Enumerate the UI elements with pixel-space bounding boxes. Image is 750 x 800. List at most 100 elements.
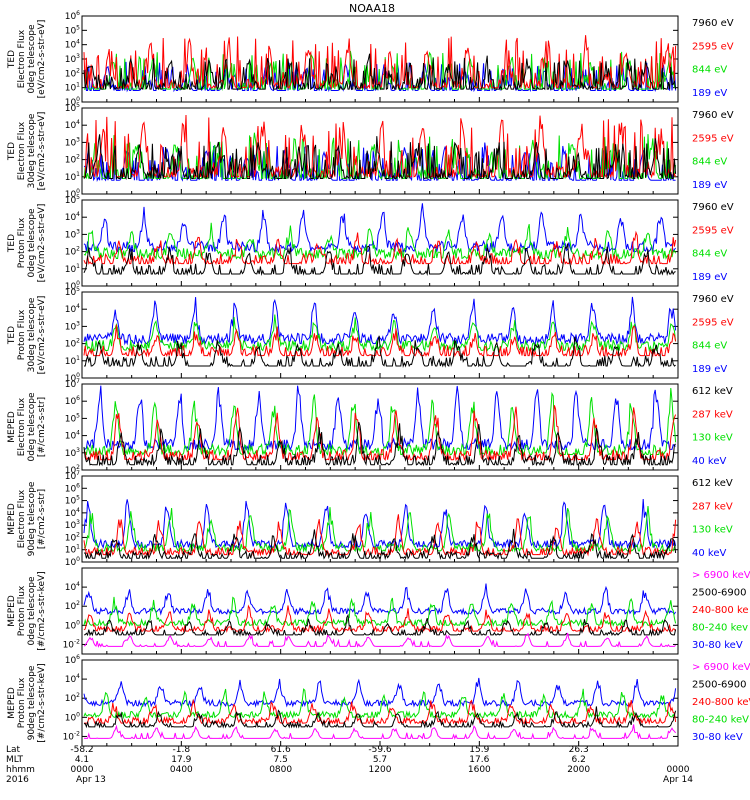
x-row-label: 2016 <box>6 775 29 785</box>
x-tick-label-lat: 61.6 <box>271 745 291 755</box>
y-tick-label: 107 <box>65 378 80 390</box>
y-axis-label-line: [#/cm2-s-str-keV] <box>37 663 47 742</box>
y-tick-label: 103 <box>65 228 80 240</box>
y-tick-label: 106 <box>65 654 80 666</box>
y-axis-label-line: MEPED <box>7 595 17 627</box>
x-tick-label-hhmm: 1200 <box>369 765 392 775</box>
y-axis-label: TED Proton Flux 0deg telescope [eV/cm2-s-st… <box>7 204 47 283</box>
series-line <box>83 387 677 457</box>
y-tick-label: 106 <box>65 482 80 494</box>
y-axis-label-line: Proton Flux <box>17 309 27 360</box>
y-tick-label: 102 <box>65 338 80 350</box>
y-tick-label: 102 <box>65 154 80 166</box>
x-tick-label-mlt: 17.6 <box>469 755 489 765</box>
legend-entry: 30-80 keV <box>692 732 743 743</box>
legend-entry: 189 eV <box>692 88 727 99</box>
y-tick-label: 104 <box>65 430 80 442</box>
chart-title: NOAA18 <box>349 2 395 15</box>
y-axis-label-line: TED <box>7 326 17 345</box>
y-axis-label-line: TED <box>7 142 17 161</box>
legend-entry: 844 eV <box>692 65 727 76</box>
series-traces <box>83 583 677 648</box>
y-axis-label-line: [#/cm2-s-str-keV] <box>37 571 47 650</box>
y-axis-label-line: 0deg telescope <box>27 24 37 94</box>
legend-entry: 7960 eV <box>692 110 734 121</box>
y-axis-label-line: [eV/cm2-s-str-eV] <box>37 20 47 99</box>
y-axis-label-line: 0deg telescope <box>27 392 37 462</box>
legend-entry: 40 keV <box>692 456 726 467</box>
x-tick-label-hhmm: 0800 <box>269 765 292 775</box>
x-tick-label-hhmm: 0000 <box>71 765 94 775</box>
y-axis-label-line: [#/cm2-s-str] <box>37 397 47 457</box>
legend-entry: 240-800 ke <box>692 605 749 616</box>
y-tick-label: 100 <box>65 96 80 108</box>
legend-entry: 844 eV <box>692 249 727 260</box>
y-tick-label: 105 <box>65 495 80 507</box>
y-axis-label-line: 0deg telescope <box>27 576 37 646</box>
x-tick-label-lat: -59.6 <box>368 745 392 755</box>
y-axis-label: MEPED Proton Flux 90deg telescope [#/cm2-s-… <box>7 663 47 742</box>
panel-4: 100 101 102 103 104 105 TED Proton Flux 30deg te… <box>7 286 734 384</box>
x-tick-label-date: Apr 13 <box>76 775 106 785</box>
series-line <box>83 134 677 181</box>
series-line <box>83 613 677 637</box>
y-tick-label: 100 <box>65 372 80 384</box>
y-tick-label: 102 <box>65 67 80 79</box>
series-line <box>83 583 677 616</box>
x-row-label: MLT <box>6 755 24 765</box>
y-axis-label: TED Electron Flux 30deg telescope [eV/cm2-s… <box>7 112 47 191</box>
y-tick-label: 101 <box>65 263 80 275</box>
y-tick-label: 106 <box>65 395 80 407</box>
y-tick-label: 106 <box>65 10 80 22</box>
legend-entry: 2595 eV <box>692 317 734 328</box>
legend-entry: 2500-6900 <box>692 588 747 599</box>
legend-entry: > 6900 keV <box>692 662 750 673</box>
y-tick-label: 105 <box>65 194 80 206</box>
series-traces <box>83 677 677 740</box>
series-traces <box>83 296 677 368</box>
y-axis-label-line: [eV/cm2-s-str-eV] <box>37 296 47 375</box>
x-tick-label-hhmm: 2000 <box>567 765 590 775</box>
x-tick-label-lat: -58.2 <box>70 745 93 755</box>
y-tick-label: 103 <box>65 53 80 65</box>
x-tick-label-mlt: 6.2 <box>572 755 586 765</box>
panel-8: 10-2 100 102 104 106 MEPED Proton Flux 90deg te… <box>7 654 750 747</box>
y-axis-label-line: Proton Flux <box>17 677 27 728</box>
series-line <box>84 114 677 179</box>
y-axis-label-line: 0deg telescope <box>27 208 37 278</box>
y-tick-label: 101 <box>65 82 80 94</box>
x-tick-label-mlt: 5.7 <box>373 755 387 765</box>
series-traces <box>83 385 677 467</box>
legend-entry: 2595 eV <box>692 41 734 52</box>
series-line <box>83 514 677 557</box>
x-tick-label-hhmm: 1600 <box>468 765 491 775</box>
series-line <box>83 498 677 550</box>
x-tick-label-hhmm: 0000 <box>667 765 690 775</box>
y-tick-label: 105 <box>65 286 80 298</box>
series-line <box>83 296 677 346</box>
legend-entry: 2595 eV <box>692 225 734 236</box>
legend-entry: 80-240 keV <box>692 715 749 726</box>
legend-entry: 80-240 kev <box>692 623 748 634</box>
series-line <box>83 53 677 91</box>
y-axis-label-line: Electron Flux <box>17 489 27 548</box>
y-tick-label: 104 <box>65 673 80 685</box>
series-line <box>83 222 677 261</box>
y-tick-label: 104 <box>65 507 80 519</box>
y-axis-label-line: 30deg telescope <box>27 297 37 372</box>
y-tick-label: 104 <box>65 39 80 51</box>
legend-entry: 844 eV <box>692 157 727 168</box>
y-tick-label: 103 <box>65 320 80 332</box>
legend-entry: 189 eV <box>692 180 727 191</box>
panel-7: 10-2 100 102 104 MEPED Proton Flux 0deg telesc… <box>7 567 750 655</box>
y-tick-label: 105 <box>65 412 80 424</box>
y-axis-label: TED Electron Flux 0deg telescope [eV/cm2-s-… <box>7 20 47 99</box>
y-tick-label: 104 <box>65 303 80 315</box>
y-tick-label: 100 <box>65 711 80 723</box>
series-line <box>83 632 676 648</box>
legend-entry: > 6900 keV <box>692 570 750 581</box>
y-axis-label-line: MEPED <box>7 411 17 443</box>
